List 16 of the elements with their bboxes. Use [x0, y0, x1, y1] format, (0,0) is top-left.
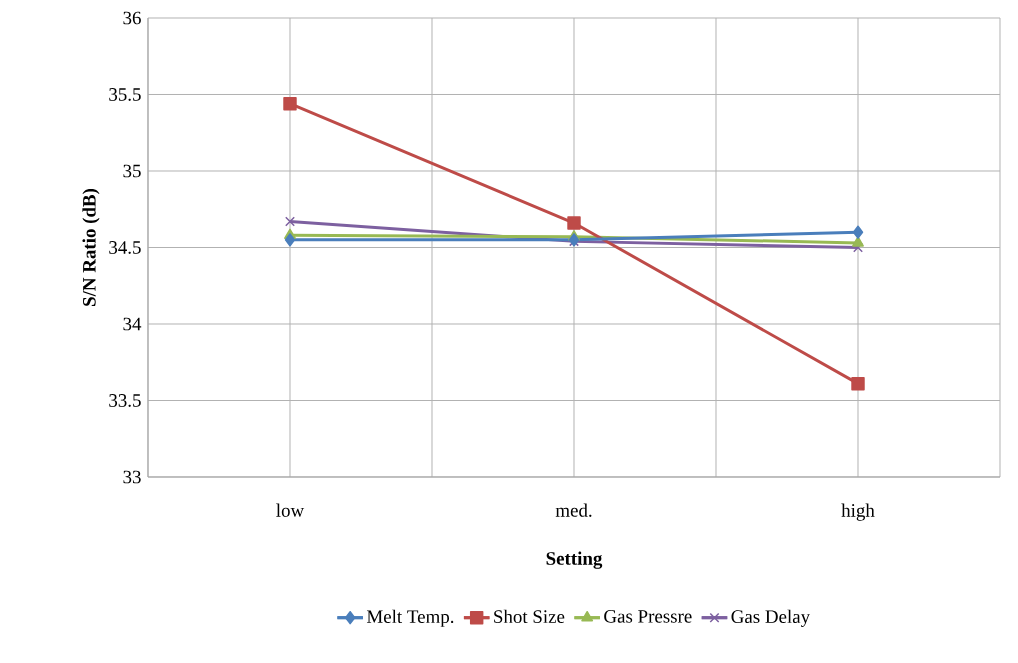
y-tick-label: 35: [123, 164, 141, 178]
legend-label: Shot Size: [494, 609, 565, 624]
y-tick-label: 35.5: [109, 88, 141, 101]
x-tick-label: low: [276, 503, 305, 517]
y-tick-label: 33: [123, 470, 141, 484]
x-tick-label: med.: [555, 503, 592, 517]
y-tick-label: 34.5: [109, 241, 141, 254]
x-tick-label: high: [841, 503, 875, 521]
legend-label: Melt Temp.: [366, 609, 454, 627]
legend-label: Gas Pressre: [604, 610, 692, 623]
legend-label: Gas Delay: [731, 609, 811, 627]
y-tick-label: 34: [123, 317, 142, 331]
y-axis-title: S/N Ratio (dB): [82, 188, 100, 306]
x-axis-title: Setting: [546, 551, 603, 569]
y-tick-label: 36: [123, 11, 141, 25]
y-tick-label: 33.5: [109, 394, 141, 407]
